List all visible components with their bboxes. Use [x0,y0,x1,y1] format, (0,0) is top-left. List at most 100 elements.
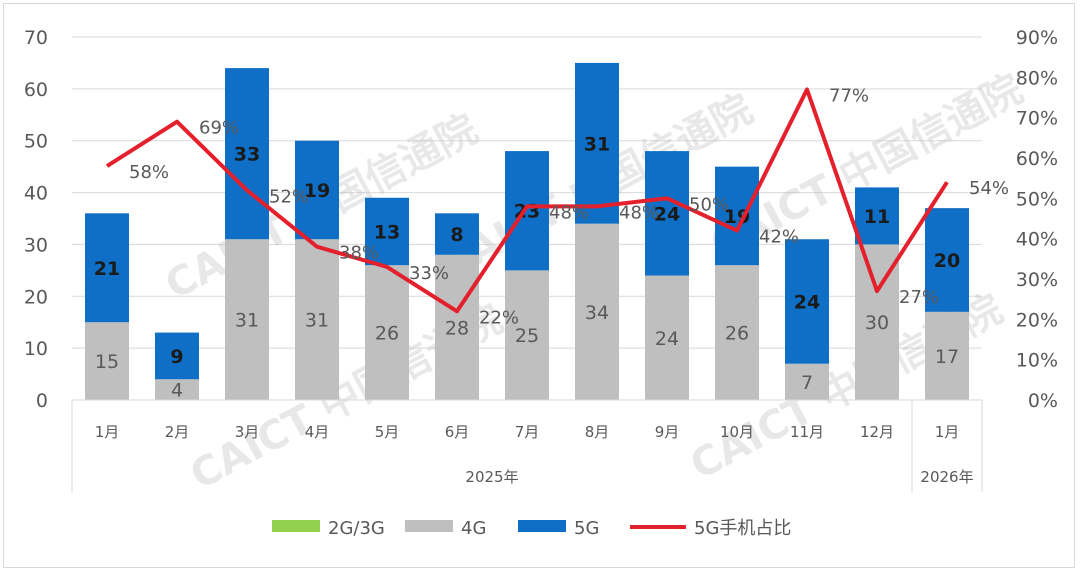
label-5g-share: 69% [199,118,239,139]
bar-4g [85,322,129,400]
label-5g: 19 [304,180,330,202]
legend-swatch [272,520,320,532]
label-4g: 28 [445,317,469,339]
bar-4g [365,265,409,400]
y-left-tick: 70 [24,27,48,49]
label-4g: 15 [95,351,119,373]
bar-5g [925,208,969,312]
label-4g: 25 [515,325,539,347]
x-tick: 6月 [445,423,470,441]
label-4g: 4 [171,380,183,402]
label-4g: 31 [235,310,259,332]
legend-label: 5G [574,518,599,539]
label-5g-share: 50% [689,194,729,215]
label-5g: 24 [654,203,680,225]
y-right-tick: 30% [1016,269,1058,291]
bar-4g [435,254,479,400]
label-4g: 24 [655,328,679,350]
label-4g: 7 [801,372,813,394]
label-5g: 9 [170,346,183,368]
y-right-tick: 10% [1016,350,1058,372]
y-right-tick: 50% [1016,188,1058,210]
x-tick: 11月 [790,423,824,441]
x-tick: 12月 [860,423,894,441]
label-5g: 24 [794,291,820,313]
label-5g-share: 52% [269,186,309,207]
bar-4g [505,270,549,400]
legend-label: 4G [461,518,486,539]
y-left-tick: 10 [24,338,48,360]
x-tick: 1月 [95,423,120,441]
legend-label: 5G手机占比 [694,518,791,539]
y-right-tick: 40% [1016,229,1058,251]
label-5g-share: 27% [899,287,939,308]
label-5g-share: 58% [129,162,169,183]
bar-4g [785,363,829,400]
x-tick: 2月 [165,423,190,441]
x-tick: 5月 [375,423,400,441]
label-4g: 26 [375,323,399,345]
legend-swatch [405,520,453,532]
label-5g: 19 [724,206,750,228]
bar-5g [855,187,899,245]
legend-swatch [518,520,566,532]
bar-4g [295,239,339,400]
x-tick: 10月 [720,423,754,441]
y-left-tick: 50 [24,131,48,153]
label-5g: 20 [934,250,960,272]
bar-4g [575,223,619,400]
label-4g: 30 [865,312,889,334]
label-5g-share: 48% [619,202,659,223]
label-5g: 8 [450,224,463,246]
x-tick: 8月 [585,423,610,441]
y-right-tick: 20% [1016,309,1058,331]
bar-4g [715,265,759,400]
bar-5g [435,213,479,255]
y-right-tick: 70% [1016,108,1058,130]
bar-5g [85,213,129,323]
label-5g-share: 77% [829,85,869,106]
label-4g: 34 [585,302,609,324]
label-5g: 21 [94,258,120,280]
label-5g: 31 [584,133,610,155]
label-4g: 31 [305,310,329,332]
bar-5g [365,197,409,266]
bar-5g [715,166,759,266]
y-right-tick: 0% [1028,390,1058,412]
y-left-tick: 40 [24,183,48,205]
label-5g-share: 42% [759,227,799,248]
y-right-tick: 80% [1016,67,1058,89]
y-right-tick: 60% [1016,148,1058,170]
bar-4g [925,311,969,400]
bar-5g [225,68,269,240]
label-5g-share: 38% [339,243,379,264]
x-tick: 4月 [305,423,330,441]
legend-label: 2G/3G [328,518,385,539]
y-right-tick: 90% [1016,27,1058,49]
label-5g: 33 [234,144,260,166]
label-5g-share: 22% [479,307,519,328]
label-5g: 11 [864,206,890,228]
bar-5g [505,151,549,271]
x-tick: 3月 [235,423,260,441]
bar-5g [155,332,199,380]
bar-5g [295,140,339,240]
label-5g-share: 33% [409,263,449,284]
label-4g: 26 [725,323,749,345]
group-label: 2025年 [465,468,518,486]
x-tick: 1月 [935,423,960,441]
x-tick: 9月 [655,423,680,441]
bar-5g [645,151,689,276]
y-left-tick: 30 [24,234,48,256]
label-4g: 17 [935,346,959,368]
label-5g-share: 48% [549,202,589,223]
y-left-tick: 20 [24,286,48,308]
line-5g-share [105,87,949,314]
bar-4g [225,239,269,400]
group-label: 2026年 [920,468,973,486]
label-5g: 13 [374,221,400,243]
label-5g-share: 54% [969,178,1009,199]
chart-frame [3,3,1075,568]
x-tick: 7月 [515,423,540,441]
